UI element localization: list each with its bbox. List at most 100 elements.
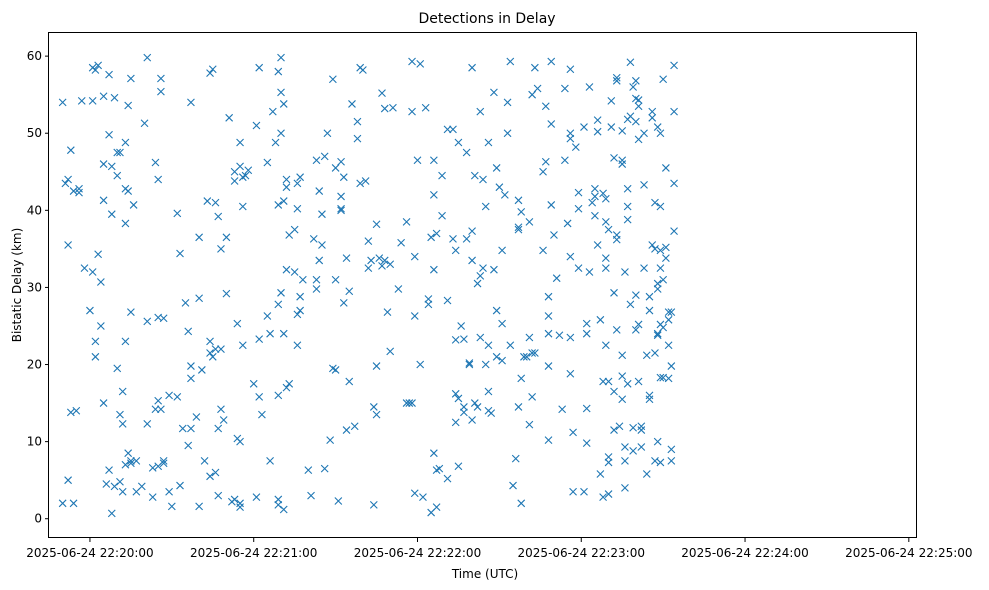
data-point xyxy=(77,96,86,105)
data-point xyxy=(462,234,471,243)
data-point xyxy=(473,403,482,411)
data-point xyxy=(372,220,381,229)
data-point xyxy=(304,466,313,475)
data-point xyxy=(181,298,190,307)
data-point xyxy=(383,308,392,316)
data-point xyxy=(547,120,556,128)
data-point xyxy=(498,246,506,255)
data-point xyxy=(350,422,359,431)
data-point xyxy=(451,246,460,255)
data-point xyxy=(634,102,643,111)
data-point xyxy=(328,75,337,84)
data-point xyxy=(143,53,152,62)
data-point xyxy=(312,285,321,293)
data-point xyxy=(530,63,539,72)
data-point xyxy=(394,285,403,293)
data-point xyxy=(397,238,406,247)
data-point xyxy=(279,197,288,205)
data-point xyxy=(236,499,244,508)
data-point xyxy=(664,341,673,350)
data-point xyxy=(610,387,618,396)
data-point xyxy=(640,129,648,138)
data-point xyxy=(610,426,618,434)
data-point xyxy=(99,160,108,168)
data-point xyxy=(58,499,67,508)
data-point xyxy=(651,457,659,465)
data-point xyxy=(495,183,504,192)
data-point xyxy=(263,312,272,320)
data-point xyxy=(517,374,526,383)
data-point xyxy=(353,117,362,126)
data-point xyxy=(233,319,242,328)
data-point xyxy=(648,241,657,249)
data-point xyxy=(664,374,673,383)
data-point xyxy=(214,491,223,500)
data-point xyxy=(640,264,648,273)
data-point xyxy=(566,134,575,143)
data-point xyxy=(217,345,225,353)
data-point xyxy=(94,61,103,70)
data-point xyxy=(429,156,438,165)
data-point xyxy=(454,394,463,403)
data-point xyxy=(208,65,217,74)
data-point xyxy=(454,462,463,471)
data-point xyxy=(151,158,160,167)
data-point xyxy=(435,464,444,473)
data-point xyxy=(244,166,253,175)
data-point xyxy=(282,383,291,392)
data-point xyxy=(126,457,135,465)
data-point xyxy=(449,125,457,134)
data-point xyxy=(661,254,670,263)
y-tick-label: 20 xyxy=(27,358,42,372)
data-point xyxy=(574,264,583,273)
data-point xyxy=(121,337,130,346)
data-point xyxy=(656,264,665,273)
data-point xyxy=(307,491,315,500)
data-point xyxy=(206,349,214,357)
data-point xyxy=(476,271,485,280)
data-point xyxy=(217,244,225,253)
data-point xyxy=(230,495,239,504)
data-point xyxy=(137,482,146,491)
data-point xyxy=(651,198,659,207)
data-point xyxy=(601,254,610,263)
x-tick-label: 2025-06-24 22:24:00 xyxy=(681,546,808,560)
data-point xyxy=(159,314,168,323)
data-point xyxy=(279,505,288,514)
data-point xyxy=(596,470,605,478)
data-point xyxy=(656,373,665,382)
data-point xyxy=(547,201,556,209)
data-point xyxy=(656,129,665,138)
data-point xyxy=(522,352,531,361)
data-point xyxy=(659,75,668,84)
data-point xyxy=(498,319,506,328)
data-point xyxy=(252,493,261,502)
data-point xyxy=(659,323,668,332)
data-point xyxy=(184,327,193,336)
y-axis-label: Bistatic Delay (km) xyxy=(10,228,24,343)
data-point xyxy=(165,487,173,496)
data-point xyxy=(528,393,537,401)
data-point xyxy=(574,188,583,197)
x-tick-label: 2025-06-24 22:21:00 xyxy=(190,546,317,560)
data-point xyxy=(642,470,651,478)
data-point xyxy=(653,285,662,293)
data-point xyxy=(88,268,97,276)
data-point xyxy=(656,458,665,467)
data-point xyxy=(238,341,247,350)
data-point xyxy=(151,405,160,414)
data-point xyxy=(173,393,182,401)
data-point xyxy=(211,345,220,353)
data-point xyxy=(320,152,329,161)
data-point xyxy=(634,377,643,386)
data-point xyxy=(618,395,627,404)
data-point xyxy=(637,422,646,431)
data-point xyxy=(509,481,517,490)
data-point xyxy=(266,457,274,465)
data-point xyxy=(585,268,594,276)
data-point xyxy=(274,300,283,309)
data-point xyxy=(487,409,496,417)
data-point xyxy=(389,103,397,112)
data-point xyxy=(372,362,381,370)
data-point xyxy=(113,364,122,373)
